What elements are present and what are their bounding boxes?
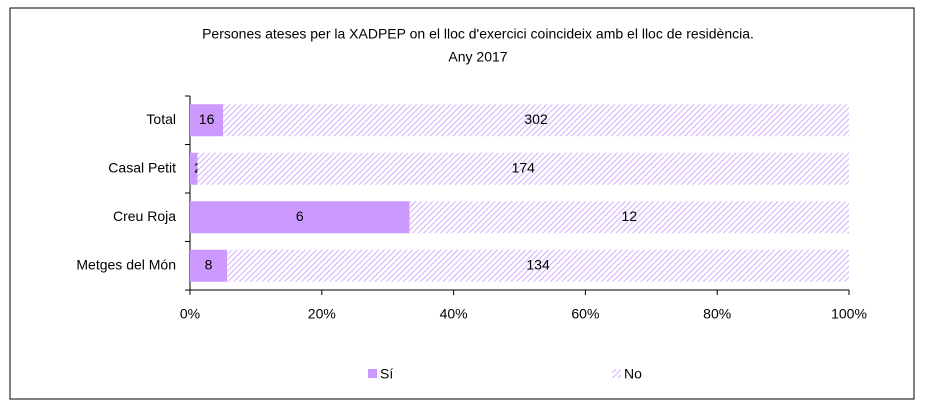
x-tick-label: 20% xyxy=(308,306,336,322)
x-tick-label: 80% xyxy=(703,306,731,322)
bar-segment xyxy=(190,201,410,234)
data-label: 134 xyxy=(526,256,550,272)
data-label: 8 xyxy=(205,256,213,272)
legend-label: Sí xyxy=(380,366,393,382)
bar-segment xyxy=(190,104,224,137)
legend-swatch xyxy=(612,369,621,378)
data-label: 302 xyxy=(524,111,548,127)
bar-segment xyxy=(197,152,849,185)
y-tick-label: Creu Roja xyxy=(113,208,176,224)
y-tick-label: Metges del Món xyxy=(76,256,176,272)
data-label: 16 xyxy=(199,111,215,127)
data-label: 12 xyxy=(622,208,638,224)
y-tick-label: Total xyxy=(146,111,176,127)
bar-segment xyxy=(409,201,849,234)
x-tick-label: 0% xyxy=(180,306,200,322)
x-tick-label: 60% xyxy=(571,306,599,322)
legend-label: No xyxy=(624,366,642,382)
bar-segment xyxy=(190,152,198,185)
bar-segment xyxy=(223,104,849,137)
x-tick-label: 40% xyxy=(440,306,468,322)
bar-segment xyxy=(190,249,228,282)
data-label: 6 xyxy=(296,208,304,224)
legend-swatch xyxy=(368,369,377,378)
data-label: 174 xyxy=(512,159,536,175)
bar-segment xyxy=(227,249,849,282)
chart-title: Persones ateses per la XADPEP on el lloc… xyxy=(202,26,754,42)
chart-title: Any 2017 xyxy=(448,49,507,65)
y-tick-label: Casal Petit xyxy=(108,159,176,175)
x-tick-label: 100% xyxy=(831,306,867,322)
